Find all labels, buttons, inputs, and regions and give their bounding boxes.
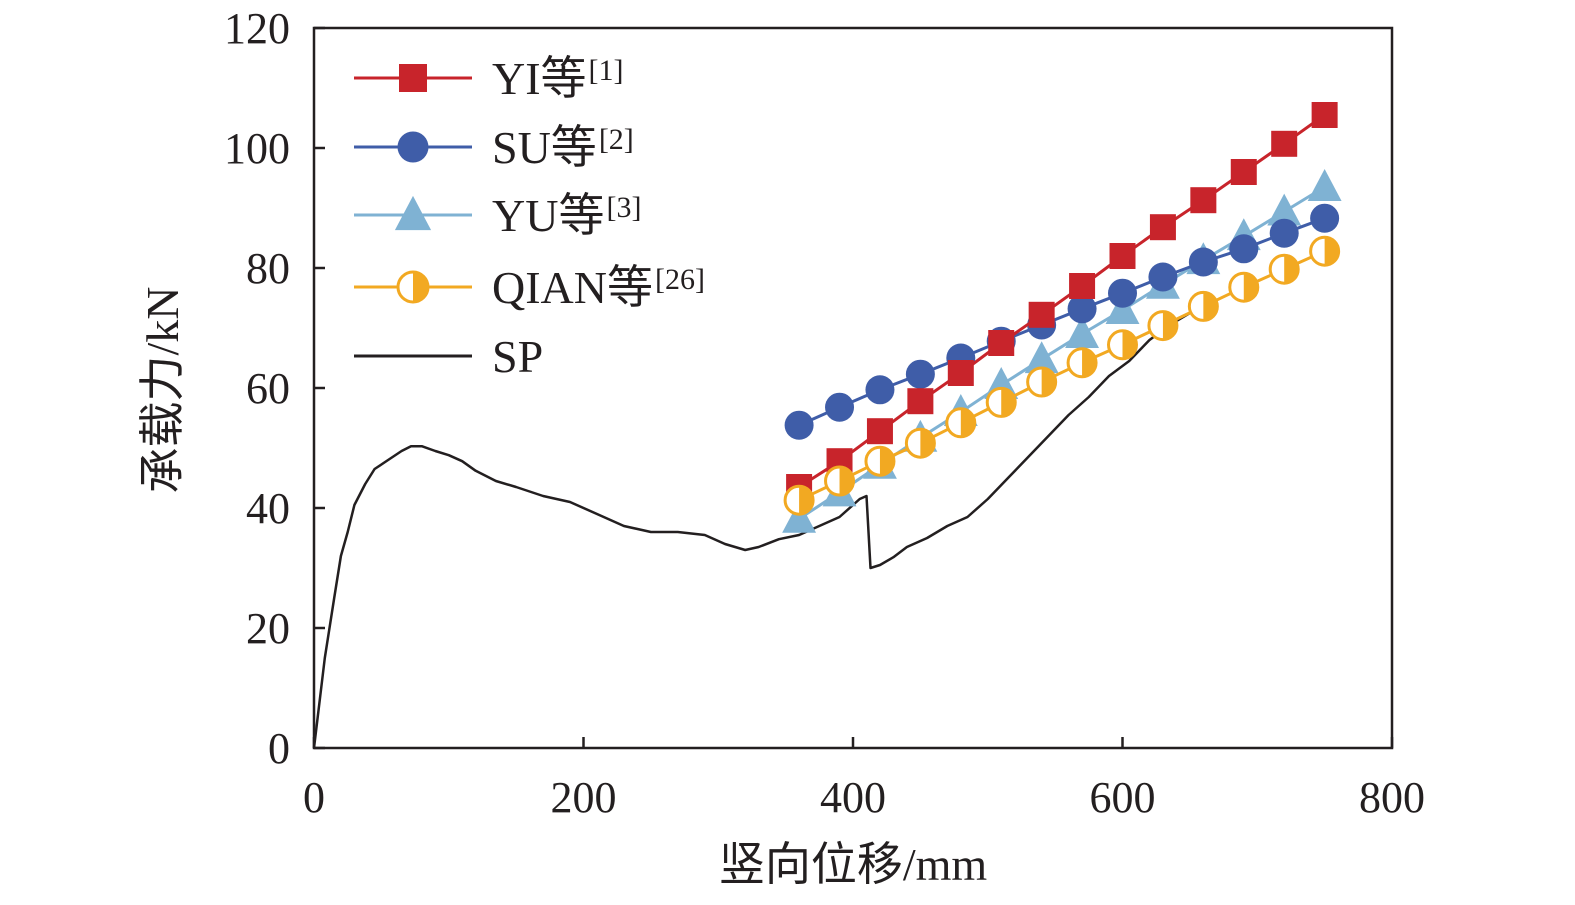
square-marker (866, 418, 893, 445)
series-layer (312, 102, 1342, 749)
square-marker (399, 64, 427, 92)
y-tick-label: 20 (246, 604, 290, 653)
circle-marker (1269, 218, 1299, 248)
legend-item: YI等[1] (354, 53, 624, 104)
half-circle-fill (879, 447, 894, 476)
x-axis-title: 竖向位移/mm (719, 839, 988, 890)
legend-item: YU等[3] (354, 190, 641, 241)
square-marker (1271, 130, 1298, 157)
y-tick-label: 80 (246, 244, 290, 293)
legend-item: QIAN等[26] (354, 262, 705, 313)
square-marker (1311, 102, 1338, 128)
half-circle-fill (839, 467, 854, 495)
legend-name: SP (492, 331, 543, 382)
legend-reference: [26] (655, 263, 705, 296)
half-circle-fill (1041, 368, 1056, 396)
square-marker (1028, 301, 1055, 328)
half-circle-fill (1324, 237, 1339, 266)
y-tick-label: 40 (246, 484, 290, 533)
series-0 (786, 102, 1338, 500)
half-circle-fill (1162, 311, 1177, 340)
triangle-marker (1307, 169, 1342, 201)
square-marker (988, 330, 1015, 356)
circle-marker (1067, 294, 1097, 324)
x-tick-label: 0 (303, 773, 325, 822)
half-circle-fill (1001, 388, 1016, 417)
square-marker (1230, 159, 1257, 185)
triangle-marker (1024, 341, 1059, 374)
triangle-marker (1267, 193, 1302, 226)
series-line (312, 305, 1204, 749)
legend-reference: [3] (606, 191, 641, 224)
x-tick-label: 400 (820, 773, 886, 822)
triangle-marker (394, 195, 432, 231)
x-tick-label: 200 (551, 773, 617, 822)
half-circle-fill (413, 272, 428, 302)
legend-item: SP (354, 331, 543, 382)
legend-reference: [1] (589, 54, 624, 87)
square-marker (1069, 273, 1096, 299)
x-tick-label: 600 (1090, 773, 1156, 822)
square-marker (1109, 243, 1136, 269)
y-tick-label: 0 (268, 724, 290, 773)
series-3 (783, 235, 1341, 516)
square-marker (1149, 214, 1176, 241)
circle-marker (825, 392, 855, 422)
series-4 (312, 305, 1204, 749)
legend: YI等[1] SU等[2] YU等[3] QIAN等[26] SP (354, 53, 705, 382)
half-circle-fill (920, 429, 935, 458)
y-tick-label: 60 (246, 364, 290, 413)
x-tick-label: 800 (1359, 773, 1425, 822)
half-circle-fill (960, 408, 975, 437)
series-2 (782, 169, 1342, 533)
y-axis-title: 承载力/kN (137, 287, 188, 494)
square-marker (1190, 187, 1217, 214)
legend-label: YU等[3] (492, 190, 641, 241)
legend-label: QIAN等[26] (492, 262, 705, 313)
triangle-marker (782, 500, 817, 533)
y-tick-label: 100 (224, 124, 290, 173)
half-circle-fill (1243, 273, 1258, 302)
plot-frame (312, 26, 1394, 750)
square-marker (947, 360, 974, 386)
circle-marker (1148, 262, 1178, 292)
y-ticks: 0 20 40 60 80 100 120 (224, 4, 325, 773)
legend-name: YI等 (492, 53, 587, 104)
legend-name: SU等 (492, 122, 597, 173)
circle-marker (1188, 247, 1218, 277)
half-circle-fill (1122, 330, 1137, 359)
y-tick-label: 120 (224, 4, 290, 53)
legend-name: YU等 (492, 190, 604, 241)
circle-marker (1229, 234, 1259, 264)
triangle-marker (1105, 292, 1140, 324)
half-circle-fill (1203, 292, 1218, 321)
circle-marker (1310, 203, 1340, 233)
half-circle-fill (1082, 348, 1097, 377)
legend-reference: [2] (599, 123, 634, 156)
legend-name: QIAN等 (492, 262, 653, 313)
circle-marker (397, 131, 429, 163)
circle-marker (784, 410, 814, 440)
legend-item: SU等[2] (354, 122, 634, 173)
circle-marker (1108, 278, 1137, 308)
circle-marker (865, 375, 895, 405)
half-circle-fill (799, 486, 814, 515)
half-circle-fill (1284, 255, 1299, 284)
legend-label: SP (492, 331, 543, 382)
series-1 (784, 203, 1340, 440)
circle-marker (905, 359, 935, 389)
triangle-marker (1065, 316, 1100, 348)
x-ticks: 0 200 400 600 800 (303, 737, 1425, 822)
legend-label: YI等[1] (492, 53, 624, 104)
square-marker (907, 388, 934, 415)
legend-label: SU等[2] (492, 122, 634, 173)
